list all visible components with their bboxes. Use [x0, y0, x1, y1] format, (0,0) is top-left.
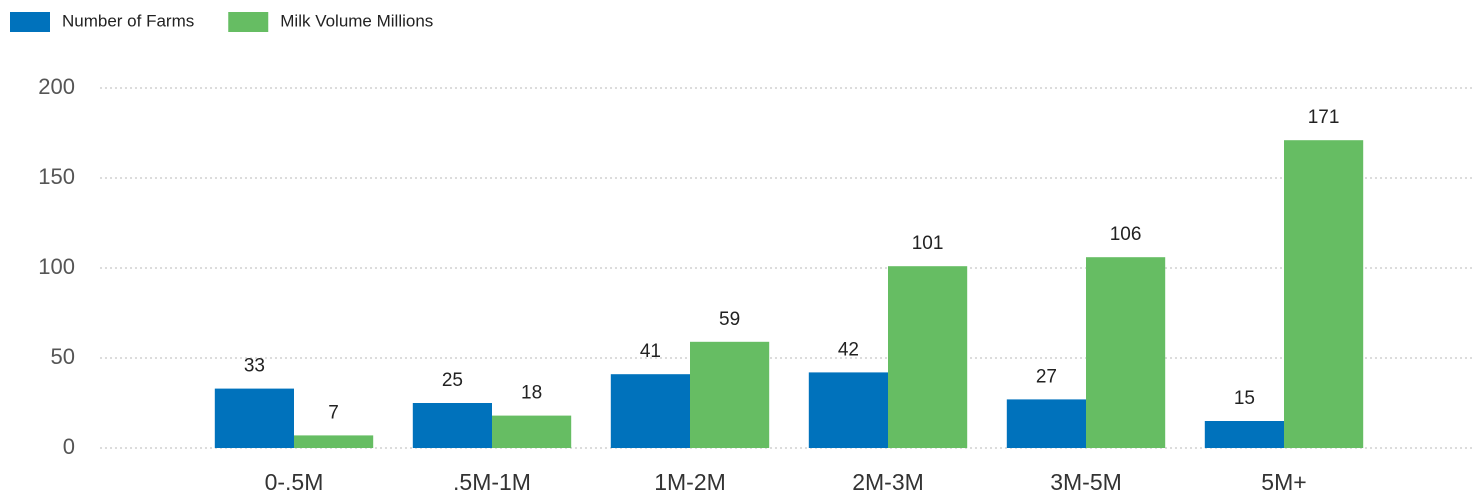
data-label: 41 — [640, 341, 661, 362]
bar — [1284, 140, 1364, 448]
bar — [492, 415, 572, 448]
bar — [610, 374, 690, 448]
legend-swatch — [228, 12, 269, 32]
y-tick-label: 150 — [38, 164, 75, 189]
y-tick-label: 100 — [38, 254, 75, 279]
x-tick-label: 5M+ — [1261, 469, 1306, 495]
y-tick-label: 50 — [51, 344, 75, 369]
x-tick-label: 3M-5M — [1050, 469, 1122, 495]
data-label: 101 — [912, 233, 944, 254]
y-tick-label: 200 — [38, 74, 75, 99]
bar — [888, 266, 968, 448]
data-label: 7 — [328, 402, 339, 423]
bar — [214, 388, 294, 448]
data-label: 171 — [1308, 107, 1340, 128]
bar — [808, 372, 888, 448]
bar — [294, 435, 374, 448]
y-tick-label: 0 — [63, 434, 75, 459]
bar — [690, 341, 770, 448]
x-tick-label: .5M-1M — [453, 469, 531, 495]
data-label: 18 — [521, 383, 542, 404]
legend-label: Milk Volume Millions — [280, 11, 433, 30]
legend-label: Number of Farms — [62, 11, 194, 30]
x-tick-label: 1M-2M — [654, 469, 726, 495]
data-label: 106 — [1110, 224, 1142, 245]
legend-swatch — [10, 12, 50, 32]
x-tick-label: 2M-3M — [852, 469, 924, 495]
bar — [412, 403, 492, 448]
bar — [1204, 421, 1284, 448]
bar — [1006, 399, 1086, 448]
data-label: 42 — [838, 339, 859, 360]
data-label: 33 — [244, 356, 265, 377]
data-label: 27 — [1036, 366, 1057, 387]
data-label: 15 — [1234, 388, 1255, 409]
bar — [1086, 257, 1166, 448]
data-label: 25 — [442, 370, 463, 391]
x-tick-label: 0-.5M — [265, 469, 324, 495]
data-label: 59 — [719, 309, 740, 330]
